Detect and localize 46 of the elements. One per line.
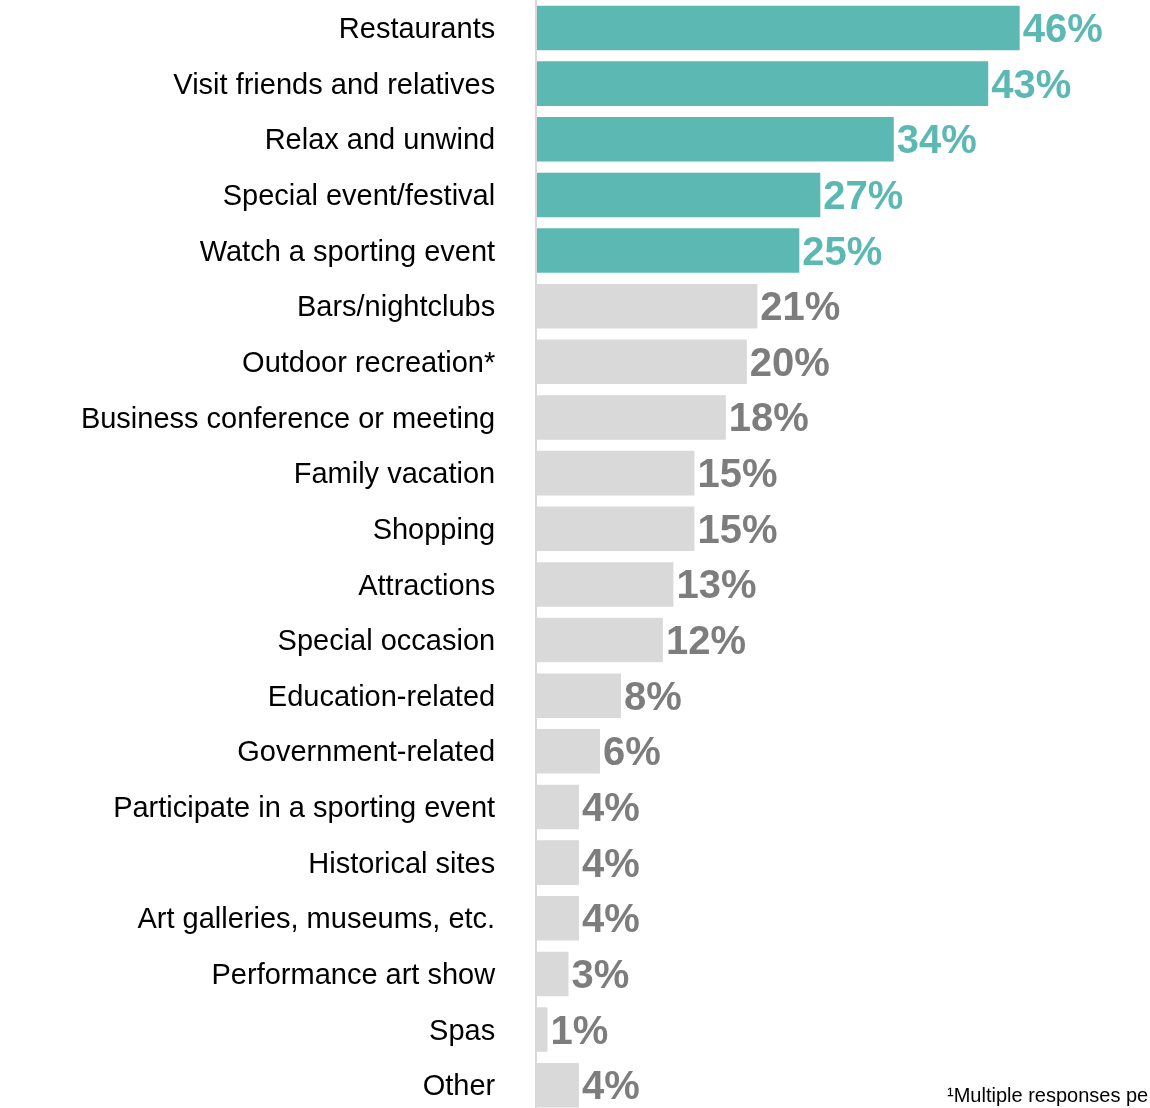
bar [537,61,989,106]
y-tick-label: Special occasion [277,624,496,657]
y-tick-label: Spas [429,1013,496,1046]
y-tick-label: Outdoor recreation* [242,345,496,378]
data-label: 6% [602,729,661,774]
data-label: 4% [581,1063,640,1108]
bar [537,228,800,273]
data-label: 18% [728,395,809,440]
data-label: 34% [896,117,977,162]
data-label: 15% [697,506,778,551]
data-label: 4% [581,896,640,941]
y-tick-label: Special event/festival [222,179,496,212]
bar [537,172,821,218]
y-tick-label: Bars/nightclubs [296,290,496,323]
data-label: 4% [581,840,640,885]
annotation: ¹Multiple responses pe [947,1084,1149,1106]
y-tick-label: Business conference or meeting [80,401,496,434]
data-label: 4% [581,784,640,829]
data-label: 1% [550,1007,609,1052]
bar [537,5,1020,51]
y-tick-label: Watch a sporting event [199,234,496,267]
y-tick-label: Art galleries, museums, etc. [137,902,496,935]
y-tick-label: Visit friends and relatives [173,67,496,100]
data-label: 15% [697,451,778,496]
y-tick-label: Historical sites [308,846,496,879]
y-tick-label: Attractions [358,568,496,601]
data-label: 12% [665,618,746,663]
y-tick-label: Performance art show [211,958,497,991]
data-label: 13% [676,562,757,607]
data-label: 43% [991,61,1072,106]
data-label: 25% [802,228,883,273]
y-tick-label: Government-related [237,735,496,768]
y-tick-label: Shopping [372,512,496,545]
data-label: 3% [571,951,630,996]
y-tick-label: Other [422,1069,496,1102]
y-tick-label: Restaurants [338,12,496,45]
y-tick-label: Relax and unwind [264,123,496,156]
data-label: 8% [623,673,682,718]
bar [537,117,894,162]
y-tick-label: Participate in a sporting event [113,791,496,824]
y-tick-label: Education-related [267,679,496,712]
data-label: 46% [1022,5,1103,50]
data-label: 20% [749,339,830,384]
data-label: 21% [760,284,841,329]
data-label: 27% [823,172,904,217]
y-tick-label: Family vacation [293,457,496,490]
